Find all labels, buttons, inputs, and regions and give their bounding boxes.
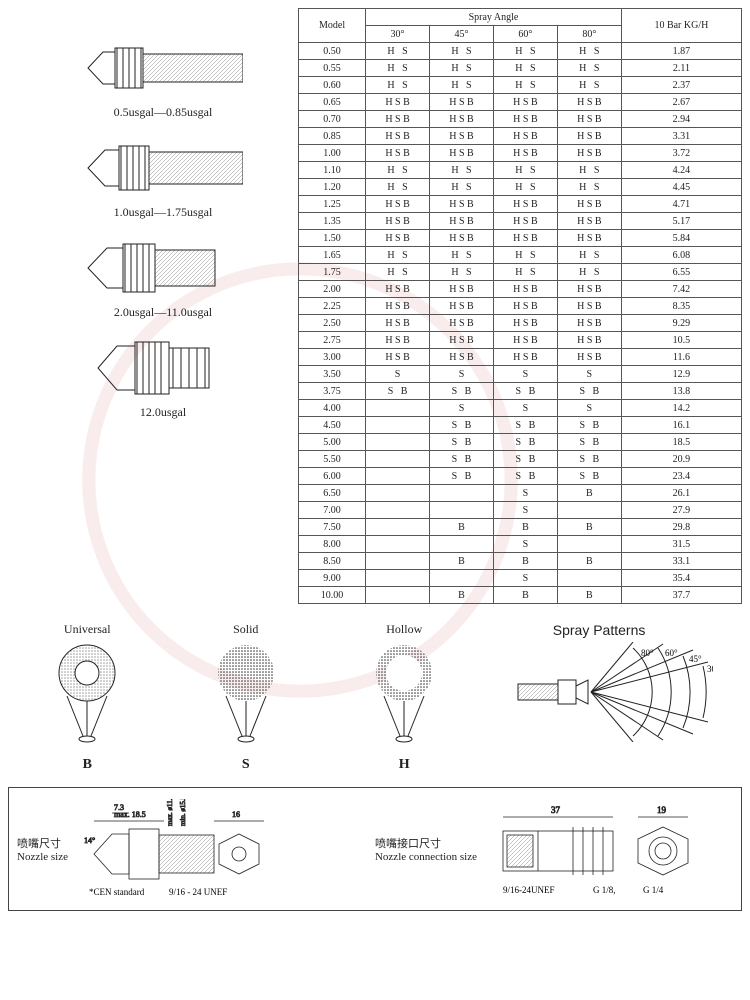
svg-text:G 1/4: G 1/4 (643, 885, 664, 895)
svg-text:19: 19 (657, 805, 667, 815)
table-row: 1.65H SH SH SH S6.08 (299, 247, 742, 264)
th-angle: 45° (430, 26, 494, 43)
nozzle-icon (83, 338, 243, 398)
nozzle-label: 2.0usgal—11.0usgal (28, 305, 298, 320)
svg-text:9/16-24UNEF: 9/16-24UNEF (503, 885, 555, 895)
nozzle-icon (83, 138, 243, 198)
table-row: 6.50SB26.1 (299, 485, 742, 502)
th-kgh: 10 Bar KG/H (621, 9, 741, 43)
pattern-hollow: Hollow H (354, 622, 454, 773)
nozzle-item-3: 2.0usgal—11.0usgal (28, 238, 298, 320)
table-row: 1.35H S BH S BH S BH S B5.17 (299, 213, 742, 230)
nozzle-item-2: 1.0usgal—1.75usgal (28, 138, 298, 220)
table-row: 3.75S BS BS BS B13.8 (299, 383, 742, 400)
pattern-spray-angles: Spray Patterns 80° 60° (513, 622, 713, 746)
th-model: Model (299, 9, 366, 43)
table-row: 3.50SSSS12.9 (299, 366, 742, 383)
table-row: 1.20H SH SH SH S4.45 (299, 179, 742, 196)
table-row: 1.75H SH SH SH S6.55 (299, 264, 742, 281)
pattern-universal: Universal B (37, 622, 137, 773)
spray-angles-icon: 80° 60° 45° 30° (513, 642, 713, 742)
table-row: 1.00H S BH S BH S BH S B3.72 (299, 145, 742, 162)
table-row: 3.00H S BH S BH S BH S B11.6 (299, 349, 742, 366)
svg-text:G 1/8,: G 1/8, (593, 885, 616, 895)
nozzle-label: 0.5usgal—0.85usgal (28, 105, 298, 120)
svg-text:45°: 45° (689, 654, 702, 664)
nozzle-dim-icon: max. 18.5 7.3 14° 16 max. ø11.4 min. ø15… (74, 799, 314, 899)
table-row: 1.50H S BH S BH S BH S B5.84 (299, 230, 742, 247)
nozzle-label: 12.0usgal (28, 405, 298, 420)
table-row: 0.70H S BH S BH S BH S B2.94 (299, 111, 742, 128)
nozzle-icon (83, 38, 243, 98)
table-row: 0.50H SH SH SH S1.87 (299, 43, 742, 60)
table-row: 2.75H S BH S BH S BH S B10.5 (299, 332, 742, 349)
svg-text:7.3: 7.3 (114, 803, 124, 812)
svg-text:80°: 80° (641, 648, 654, 658)
solid-pattern-icon (196, 641, 296, 751)
universal-pattern-icon (37, 641, 137, 751)
conn-size-label: 喷嘴接口尺寸 Nozzle connection size (375, 835, 477, 863)
table-row: 4.50S BS BS B16.1 (299, 417, 742, 434)
svg-text:37: 37 (551, 805, 561, 815)
table-row: 0.85H S BH S BH S BH S B3.31 (299, 128, 742, 145)
table-row: 8.00S31.5 (299, 536, 742, 553)
nozzle-icon (83, 238, 243, 298)
table-row: 5.50S BS BS B20.9 (299, 451, 742, 468)
th-spray-angle: Spray Angle (366, 9, 622, 26)
svg-text:max. ø11.4: max. ø11.4 (166, 799, 174, 826)
table-row: 4.00SSS14.2 (299, 400, 742, 417)
table-row: 7.50BBB29.8 (299, 519, 742, 536)
table-row: 0.60H SH SH SH S2.37 (299, 77, 742, 94)
table-row: 10.00BBB37.7 (299, 587, 742, 604)
svg-text:9/16 - 24 UNEF: 9/16 - 24 UNEF (169, 887, 227, 897)
svg-text:min. ø15.5: min. ø15.5 (179, 799, 187, 826)
hollow-pattern-icon (354, 641, 454, 751)
table-row: 8.50BBB33.1 (299, 553, 742, 570)
dimension-box: 喷嘴尺寸 Nozzle size max. 18.5 7.3 14° 16 ma… (8, 787, 742, 911)
spec-table: Model Spray Angle 10 Bar KG/H 30°45°60°8… (298, 8, 742, 604)
th-angle: 80° (557, 26, 621, 43)
svg-text:16: 16 (232, 810, 240, 819)
table-row: 2.00H S BH S BH S BH S B7.42 (299, 281, 742, 298)
table-row: 6.00S BS BS B23.4 (299, 468, 742, 485)
table-row: 1.25H S BH S BH S BH S B4.71 (299, 196, 742, 213)
table-row: 5.00S BS BS B18.5 (299, 434, 742, 451)
svg-text:30°: 30° (707, 664, 713, 674)
nozzle-item-1: 0.5usgal—0.85usgal (28, 38, 298, 120)
table-row: 0.65H S BH S BH S BH S B2.67 (299, 94, 742, 111)
nozzle-label: 1.0usgal—1.75usgal (28, 205, 298, 220)
table-row: 2.25H S BH S BH S BH S B8.35 (299, 298, 742, 315)
nozzle-item-4: 12.0usgal (28, 338, 298, 420)
th-angle: 60° (493, 26, 557, 43)
nozzle-size-label: 喷嘴尺寸 Nozzle size (17, 835, 68, 863)
th-angle: 30° (366, 26, 430, 43)
conn-dim-icon: 37 19 9/16-24UNEF G 1/8, G 1/4 (483, 799, 733, 899)
spray-patterns-row: Universal B Solid S Hollow (8, 622, 742, 773)
table-row: 0.55H SH SH SH S2.11 (299, 60, 742, 77)
table-row: 2.50H S BH S BH S BH S B9.29 (299, 315, 742, 332)
svg-text:60°: 60° (665, 648, 678, 658)
table-row: 7.00S27.9 (299, 502, 742, 519)
table-row: 9.00S35.4 (299, 570, 742, 587)
svg-text:14°: 14° (84, 836, 95, 845)
table-row: 1.10H SH SH SH S4.24 (299, 162, 742, 179)
nozzle-illustration-column: 0.5usgal—0.85usgal 1.0usgal—1.75usgal (8, 8, 298, 420)
svg-text:*CEN standard: *CEN standard (89, 887, 145, 897)
pattern-solid: Solid S (196, 622, 296, 773)
